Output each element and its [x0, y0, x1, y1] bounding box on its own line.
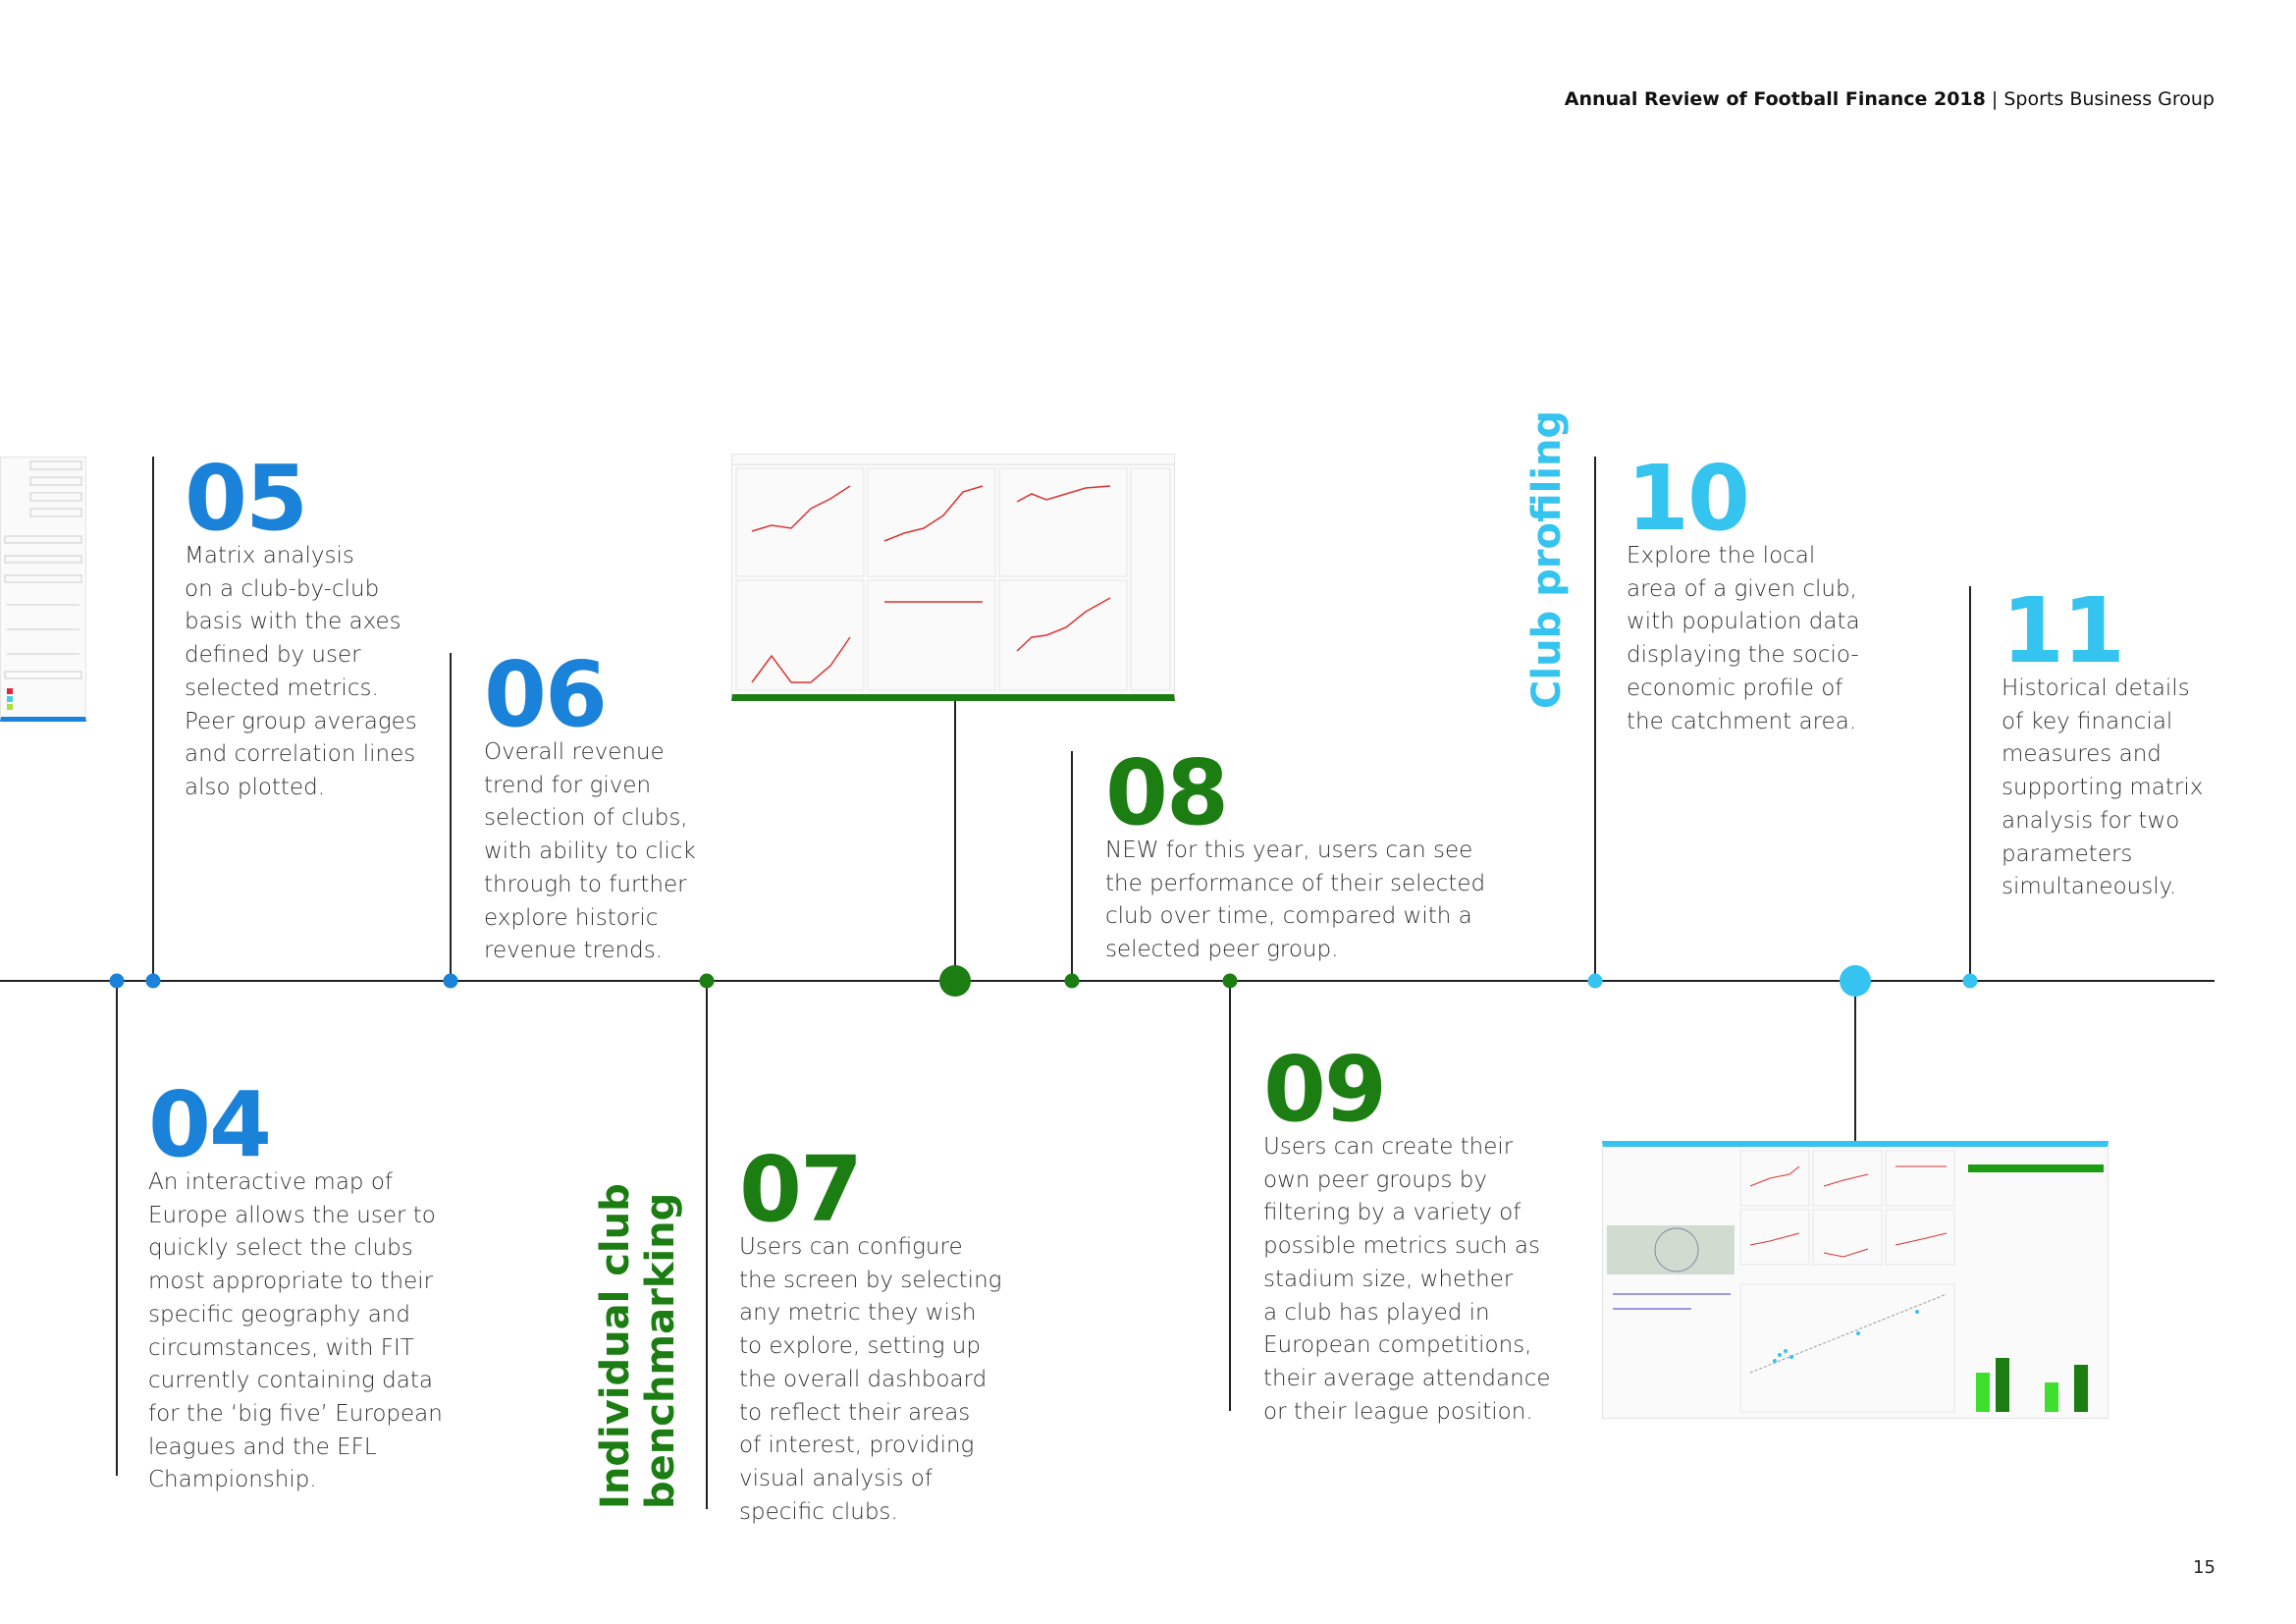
- step-description: Matrix analysis on a club-by-club basis …: [185, 543, 417, 800]
- header-separator: |: [1991, 88, 1999, 110]
- section-label-club-profiling: Club profiling: [1524, 409, 1570, 709]
- section-label-line: benchmarking: [638, 1192, 683, 1509]
- step-number: 05: [185, 446, 308, 551]
- step-description: Users can configure the screen by select…: [739, 1234, 1002, 1525]
- club-profile-graphic: [1607, 1150, 2104, 1413]
- club-trends-graphic: [732, 463, 1174, 691]
- timeline-axis: [0, 980, 2215, 982]
- connector-09: [1229, 981, 1231, 1411]
- step-11: 11 Historical details of key financial m…: [2002, 586, 2203, 904]
- connector-06: [450, 653, 452, 981]
- connector-08: [1071, 751, 1073, 981]
- step-07: 07 Users can configure the screen by sel…: [739, 1145, 1001, 1529]
- step-06: 06 Overall revenue trend for given selec…: [484, 650, 696, 968]
- connector-07: [706, 981, 708, 1509]
- connector-screenshot-top: [954, 701, 956, 981]
- connector-screenshot-bottom: [1854, 981, 1856, 1141]
- step-05: 05 Matrix analysis on a club-by-club bas…: [185, 454, 417, 805]
- timeline-dot-06: [443, 973, 458, 989]
- step-description: Historical details of key financial meas…: [2002, 676, 2204, 900]
- step-10: 10 Explore the local area of a given clu…: [1627, 454, 1860, 738]
- screenshot-club-trends: [731, 454, 1175, 701]
- connector-10: [1594, 457, 1596, 981]
- step-description: Overall revenue trend for given selectio…: [484, 739, 696, 964]
- step-04: 04 An interactive map of Europe allows t…: [148, 1080, 443, 1497]
- step-number: 06: [484, 642, 608, 747]
- timeline-dot-09: [1222, 973, 1238, 989]
- timeline-dot-10: [1587, 973, 1603, 989]
- step-number: 11: [2002, 578, 2125, 683]
- timeline-dot-profiling: [1840, 965, 1871, 997]
- step-number: 10: [1627, 446, 1750, 551]
- timeline-dot-11: [1962, 973, 1978, 989]
- step-09: 09 Users can create their own peer group…: [1263, 1045, 1551, 1429]
- page-number: 15: [2193, 1557, 2216, 1578]
- timeline-dot-04: [109, 973, 125, 989]
- screenshot-club-profile: [1602, 1141, 2109, 1419]
- header-title: Annual Review of Football Finance 2018: [1564, 88, 1986, 110]
- document-header: Annual Review of Football Finance 2018 |…: [1565, 88, 2215, 110]
- timeline-dot-08: [1064, 973, 1080, 989]
- screenshot-filter-panel: [0, 457, 86, 722]
- header-subtitle: Sports Business Group: [2003, 88, 2215, 110]
- step-description: NEW for this year, users can see the per…: [1105, 838, 1486, 963]
- connector-04: [116, 981, 118, 1476]
- step-description: Users can create their own peer groups b…: [1263, 1134, 1551, 1425]
- timeline-dot-benchmarking: [939, 965, 971, 997]
- step-number: 09: [1263, 1037, 1387, 1142]
- connector-05: [152, 457, 154, 981]
- connector-11: [1969, 586, 1971, 981]
- filter-panel-graphic: [4, 460, 82, 710]
- section-label-line: Individual club: [593, 1183, 638, 1509]
- step-number: 04: [148, 1072, 272, 1177]
- step-description: Explore the local area of a given club, …: [1627, 543, 1860, 734]
- timeline-dot-05: [145, 973, 161, 989]
- section-label-club-benchmarking: Individual club benchmarking: [593, 1183, 683, 1509]
- step-08: 08 NEW for this year, users can see the …: [1105, 748, 1485, 967]
- step-description: An interactive map of Europe allows the …: [148, 1169, 443, 1493]
- timeline-dot-07: [699, 973, 715, 989]
- step-number: 07: [739, 1137, 863, 1242]
- step-number: 08: [1105, 740, 1229, 845]
